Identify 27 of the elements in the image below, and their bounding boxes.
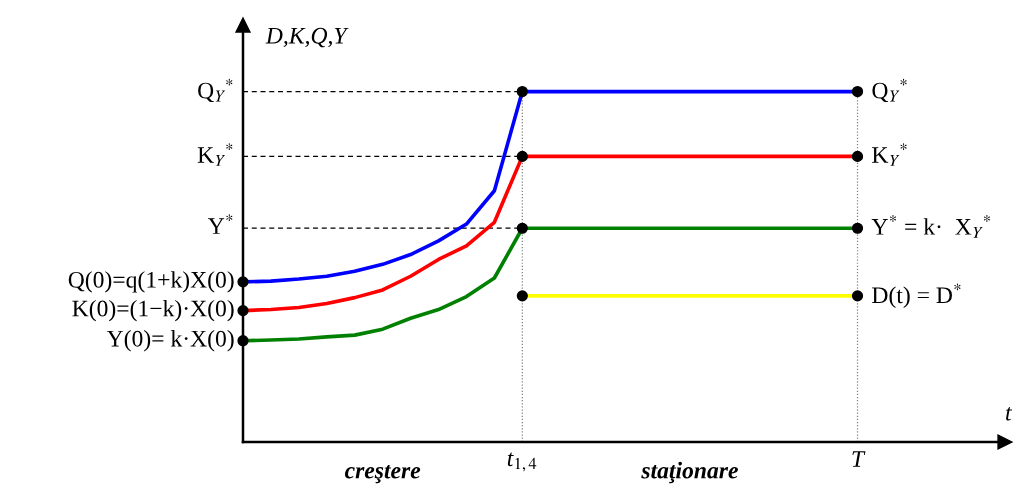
series-label: Q(0)=q(1+k)X(0)	[68, 271, 234, 293]
x-tick-label: t$_{1,4}$	[507, 452, 537, 472]
text: staţionare	[641, 461, 738, 484]
annotation: Y$^{*}$ = k· X$_{Y}$$^{*}$	[871, 215, 990, 238]
point	[516, 290, 528, 302]
point	[516, 85, 528, 98]
point	[237, 304, 249, 317]
x-tick-label: T	[852, 451, 866, 467]
annotation: K$_{Y}$$^{*}$	[872, 143, 907, 166]
point	[851, 290, 864, 302]
series-label: Y(0)= k·X(0)	[106, 330, 234, 352]
point	[851, 150, 864, 163]
point	[516, 150, 528, 163]
y-axis-title: D,K,Q,Y	[265, 27, 349, 48]
annotation: D(t) = D$^{*}$	[872, 283, 961, 309]
point	[851, 85, 864, 98]
text: t	[1006, 407, 1013, 421]
point	[237, 276, 249, 288]
point	[516, 222, 528, 234]
point	[237, 335, 249, 347]
series-label: K(0)=(1−k)·X(0)	[72, 299, 234, 322]
series-label: Y$^{*}$	[208, 214, 233, 234]
series-label: Q$_{Y}$$^{*}$	[198, 78, 233, 103]
annotation: Q$_{Y}$$^{*}$	[872, 78, 907, 103]
point	[851, 222, 864, 234]
series-label: K$_{Y}$$^{*}$	[197, 143, 233, 166]
text: creştere	[344, 464, 421, 484]
